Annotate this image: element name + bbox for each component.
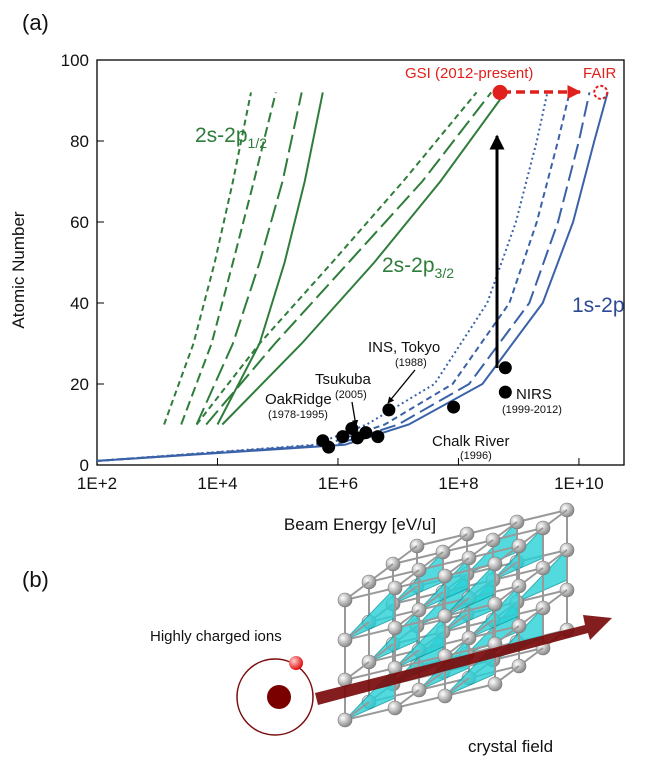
y-tick-label: 100 bbox=[61, 51, 89, 70]
data-point bbox=[336, 430, 350, 444]
bond bbox=[394, 615, 446, 629]
annotation: 2s-2p1/2 bbox=[195, 124, 267, 151]
curve bbox=[180, 92, 277, 425]
curve bbox=[195, 91, 478, 426]
data-point bbox=[498, 385, 512, 399]
x-tick-label: 1E+4 bbox=[197, 474, 237, 493]
annotation: FAIR bbox=[583, 65, 617, 82]
bond bbox=[418, 557, 470, 571]
caption: crystal field bbox=[468, 737, 553, 756]
y-tick-label: 40 bbox=[70, 294, 89, 313]
bond bbox=[344, 707, 396, 721]
bond bbox=[344, 587, 396, 601]
y-tick-label: 80 bbox=[70, 132, 89, 151]
curve bbox=[195, 92, 303, 425]
annotation: 3/2 bbox=[435, 265, 455, 281]
atom bbox=[337, 632, 353, 648]
atom bbox=[387, 700, 403, 716]
atom bbox=[387, 620, 403, 636]
annotation: Tsukuba bbox=[315, 371, 372, 388]
y-tick-label: 0 bbox=[80, 456, 89, 475]
atom bbox=[387, 580, 403, 596]
bond bbox=[468, 545, 520, 559]
atom bbox=[487, 596, 503, 612]
beam-arrow bbox=[315, 615, 612, 705]
annotation: (1999-2012) bbox=[502, 404, 562, 416]
y-tick-label: 60 bbox=[70, 213, 89, 232]
caption: Highly charged ions bbox=[150, 628, 282, 645]
bond bbox=[444, 683, 496, 697]
annotation: 2s-2p bbox=[382, 254, 435, 277]
bond bbox=[344, 667, 396, 681]
curve bbox=[205, 91, 492, 426]
bond bbox=[416, 533, 468, 547]
bond bbox=[516, 509, 568, 523]
annotation: 2s-2p bbox=[195, 124, 248, 147]
plot: 0 20 40 60 80 100 1E+2 1E+4 1E+6 1E+8 1E+10 bbox=[61, 51, 625, 493]
data-point bbox=[322, 440, 336, 454]
annotation: OakRidge bbox=[265, 391, 332, 408]
arrow bbox=[351, 401, 359, 427]
atom bbox=[487, 676, 503, 692]
plot-frame bbox=[96, 59, 625, 466]
annotation: (1996) bbox=[460, 450, 492, 462]
bond bbox=[392, 551, 444, 565]
electron bbox=[289, 656, 303, 670]
panel-label: (a) bbox=[22, 10, 49, 35]
annotation: NIRS bbox=[516, 386, 552, 403]
annotation: 1/2 bbox=[248, 135, 268, 151]
bond bbox=[466, 521, 518, 535]
atom bbox=[337, 592, 353, 608]
bond bbox=[394, 575, 446, 589]
data-point bbox=[447, 400, 461, 414]
x-axis-label: Beam Energy [eV/u] bbox=[284, 515, 436, 534]
atom bbox=[337, 712, 353, 728]
orbit bbox=[236, 658, 314, 736]
curve bbox=[216, 92, 324, 425]
panel-label: (b) bbox=[22, 567, 49, 592]
y-axis-label: Atomic Number bbox=[9, 211, 28, 328]
nucleus bbox=[267, 685, 291, 709]
annotation: INS, Tokyo bbox=[368, 339, 440, 356]
y-tick-label: 20 bbox=[70, 375, 89, 394]
curve bbox=[163, 92, 252, 425]
bond bbox=[444, 563, 496, 577]
data-point bbox=[498, 361, 512, 375]
atom bbox=[437, 568, 453, 584]
x-tick-label: 1E+6 bbox=[318, 474, 358, 493]
bond bbox=[344, 627, 396, 641]
bond bbox=[442, 539, 494, 553]
annotation: (1988) bbox=[395, 357, 427, 369]
data-point bbox=[359, 426, 373, 440]
annotation: 2s-2p3/2 bbox=[382, 254, 454, 281]
lattice bbox=[337, 502, 575, 728]
facility-marker bbox=[593, 84, 609, 100]
annotation: (1978-1995) bbox=[268, 409, 328, 421]
bond bbox=[492, 527, 544, 541]
bond bbox=[394, 655, 446, 669]
x-tick-label: 1E+2 bbox=[77, 474, 117, 493]
arrow bbox=[387, 369, 416, 404]
curve bbox=[96, 92, 571, 462]
atom bbox=[487, 556, 503, 572]
bond bbox=[368, 569, 420, 583]
atom bbox=[437, 608, 453, 624]
curve bbox=[96, 92, 549, 462]
bond bbox=[444, 643, 496, 657]
annotation: (2005) bbox=[335, 389, 367, 401]
annotation: GSI (2012-present) bbox=[405, 65, 533, 82]
curve bbox=[221, 91, 507, 426]
x-tick-label: 1E+10 bbox=[554, 474, 604, 493]
data-point bbox=[382, 403, 396, 417]
annotation: Chalk River bbox=[432, 433, 510, 450]
atom bbox=[437, 688, 453, 704]
x-tick-label: 1E+8 bbox=[438, 474, 478, 493]
data-point bbox=[371, 430, 385, 444]
annotation: 1s-2p bbox=[572, 294, 625, 317]
bond bbox=[444, 603, 496, 617]
bond bbox=[394, 695, 446, 709]
